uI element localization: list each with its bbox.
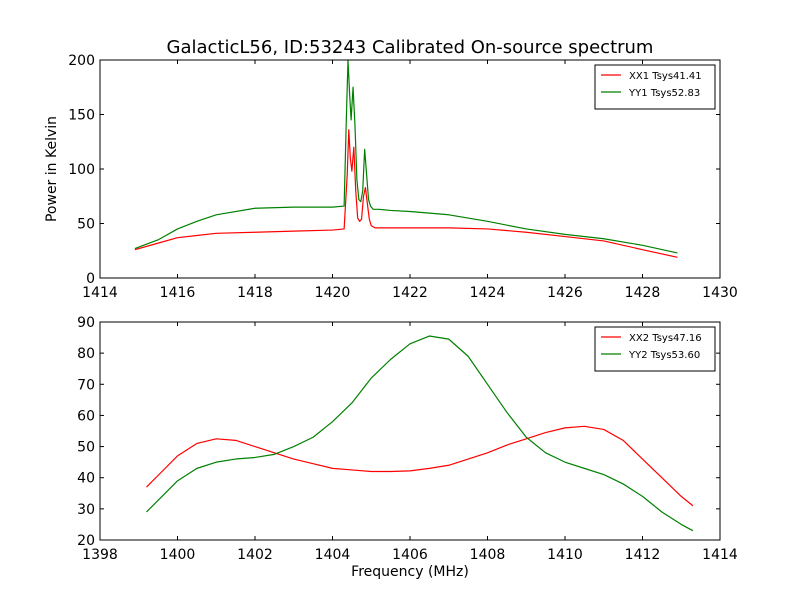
legend-label: XX2 Tsys47.16 [629, 333, 702, 344]
legend: XX1 Tsys41.41 YY1 Tsys52.83 [594, 64, 716, 110]
y-axis-label: Power in Kelvin [44, 116, 60, 222]
y-tick-label: 70 [77, 377, 95, 393]
legend: XX2 Tsys47.16 YY2 Tsys53.60 [594, 326, 716, 372]
x-tick-label: 1424 [470, 285, 506, 301]
x-tick-label: 1416 [160, 285, 196, 301]
y-tick-label: 150 [68, 108, 95, 124]
y-tick-label: 50 [77, 217, 95, 233]
x-axis-label: Frequency (MHz) [351, 564, 469, 580]
x-tick-label: 1400 [160, 547, 196, 563]
series-line-1-1 [134, 129, 678, 258]
x-tick-label: 1410 [547, 547, 583, 563]
x-tick-label: 1404 [315, 547, 351, 563]
x-tick-label: 1420 [315, 285, 351, 301]
y-tick-label: 0 [86, 271, 95, 287]
y-tick-label: 30 [77, 502, 95, 518]
series-group [134, 60, 678, 258]
legend-label: XX1 Tsys41.41 [629, 71, 702, 82]
legend-label: YY1 Tsys52.83 [628, 88, 700, 99]
y-tick-label: 100 [68, 162, 95, 178]
x-tick-label: 1414 [82, 285, 118, 301]
y-tick-label: 90 [77, 315, 95, 331]
y-tick-label: 20 [77, 533, 95, 549]
x-tick-label: 1430 [702, 285, 738, 301]
x-tick-label: 1418 [237, 285, 273, 301]
chart-title: GalacticL56, ID:53243 Calibrated On-sour… [167, 37, 654, 58]
x-tick-label: 1412 [625, 547, 661, 563]
x-tick-label: 1426 [547, 285, 583, 301]
series-line-1-2 [134, 60, 678, 254]
legend-box [594, 326, 716, 372]
chart-panel-2: 1398 1400 1402 1404 1406 1408 1410 1412 1414 20 30… [77, 315, 738, 580]
y-tick-label: 40 [77, 471, 95, 487]
x-tick-label: 1422 [392, 285, 428, 301]
x-tick-label: 1402 [237, 547, 273, 563]
series-line-2-1 [146, 425, 694, 507]
x-tick-label: 1408 [470, 547, 506, 563]
x-tick-label: 1428 [625, 285, 661, 301]
y-tick-label: 60 [77, 408, 95, 424]
x-tick-label: 1398 [82, 547, 118, 563]
y-tick-label: 50 [77, 440, 95, 456]
series-group [146, 335, 694, 532]
x-tick-label: 1406 [392, 547, 428, 563]
legend-label: YY2 Tsys53.60 [628, 350, 700, 361]
legend-box [594, 64, 716, 110]
series-line-2-2 [146, 335, 694, 532]
x-tick-label: 1414 [702, 547, 738, 563]
chart-panel-1: 1414 1416 1418 1420 1422 1424 1426 1428 1430 0 50 1… [44, 53, 738, 301]
y-tick-label: 200 [68, 53, 95, 69]
y-tick-label: 80 [77, 346, 95, 362]
